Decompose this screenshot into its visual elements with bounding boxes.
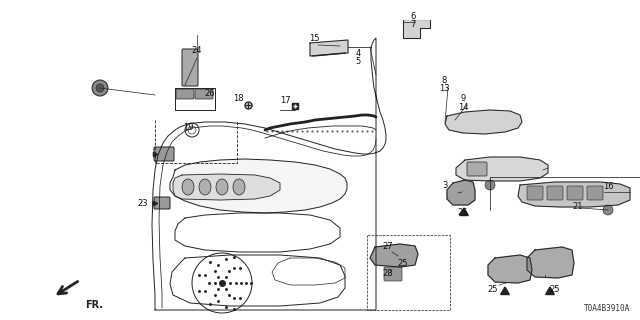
Polygon shape <box>447 180 475 205</box>
FancyBboxPatch shape <box>567 186 583 200</box>
Text: T0A4B3910A: T0A4B3910A <box>584 304 630 313</box>
Text: 3: 3 <box>442 180 448 189</box>
Polygon shape <box>310 40 348 56</box>
Text: 4: 4 <box>355 49 360 58</box>
Text: 25: 25 <box>550 285 560 294</box>
Polygon shape <box>445 110 522 134</box>
Polygon shape <box>173 174 280 200</box>
FancyBboxPatch shape <box>527 186 543 200</box>
Text: 8: 8 <box>442 76 447 84</box>
Text: 27: 27 <box>383 242 394 251</box>
Text: 24: 24 <box>192 45 202 54</box>
FancyBboxPatch shape <box>547 186 563 200</box>
Text: 25: 25 <box>458 207 468 217</box>
Polygon shape <box>403 20 430 38</box>
FancyBboxPatch shape <box>384 267 402 281</box>
Text: FR.: FR. <box>85 300 103 310</box>
FancyBboxPatch shape <box>154 147 174 161</box>
FancyBboxPatch shape <box>154 197 170 209</box>
Text: 9: 9 <box>460 93 466 102</box>
Text: 18: 18 <box>233 93 243 102</box>
Polygon shape <box>527 247 574 278</box>
Ellipse shape <box>233 179 245 195</box>
Circle shape <box>603 205 613 215</box>
Ellipse shape <box>216 179 228 195</box>
FancyBboxPatch shape <box>176 89 194 99</box>
FancyBboxPatch shape <box>587 186 603 200</box>
Text: 13: 13 <box>438 84 449 92</box>
Text: 28: 28 <box>383 268 394 277</box>
Polygon shape <box>518 182 630 207</box>
Text: 21: 21 <box>573 202 583 211</box>
Text: 25: 25 <box>488 285 499 294</box>
Text: 14: 14 <box>458 102 468 111</box>
Circle shape <box>485 180 495 190</box>
Ellipse shape <box>182 179 194 195</box>
Ellipse shape <box>199 179 211 195</box>
Text: 6: 6 <box>410 12 416 20</box>
FancyBboxPatch shape <box>182 49 198 86</box>
Polygon shape <box>170 159 347 213</box>
Circle shape <box>96 84 104 92</box>
Text: 17: 17 <box>280 95 291 105</box>
Text: 5: 5 <box>355 57 360 66</box>
Text: 7: 7 <box>410 20 416 28</box>
Circle shape <box>92 80 108 96</box>
Text: 15: 15 <box>308 34 319 43</box>
Text: 19: 19 <box>183 123 193 132</box>
FancyBboxPatch shape <box>195 89 213 99</box>
Text: 26: 26 <box>205 89 215 98</box>
FancyBboxPatch shape <box>467 162 487 176</box>
Text: 23: 23 <box>138 198 148 207</box>
Polygon shape <box>456 157 548 181</box>
Polygon shape <box>488 255 532 283</box>
Polygon shape <box>370 244 418 267</box>
Text: 16: 16 <box>603 181 613 190</box>
Text: 25: 25 <box>397 259 408 268</box>
